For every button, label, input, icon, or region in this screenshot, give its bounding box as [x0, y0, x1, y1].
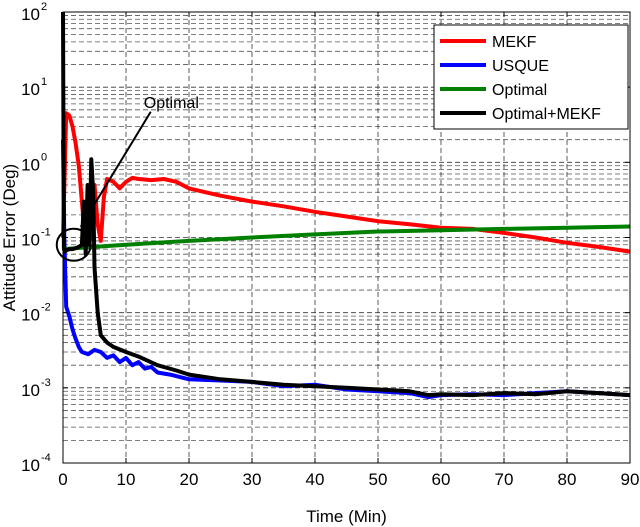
series-line-optimal	[62, 224, 631, 252]
y-tick-label: 10	[21, 5, 40, 24]
legend: MEKF USQUE Optimal Optimal+MEKF	[433, 24, 629, 130]
series-layer	[61, 11, 631, 400]
y-tick-exponent: -2	[41, 302, 51, 314]
annotation-arrow	[79, 111, 152, 228]
legend-label: Optimal+MEKF	[492, 106, 601, 123]
y-tick-exponent: -3	[41, 377, 51, 389]
y-tick-exponent: 2	[41, 1, 47, 13]
y-tick-label: 10	[21, 306, 40, 325]
x-tick-label: 50	[369, 470, 388, 489]
x-tick-label: 0	[58, 470, 67, 489]
x-axis-label: Time (Min)	[306, 507, 387, 526]
series-line-optimal-mekf	[61, 11, 631, 398]
y-tick-label: 10	[21, 456, 40, 475]
y-tick-exponent: -1	[41, 227, 51, 239]
y-tick-label: 10	[21, 381, 40, 400]
x-tick-label: 60	[432, 470, 451, 489]
annotation-layer: Optimal	[55, 95, 199, 262]
y-tick-exponent: -4	[41, 452, 51, 464]
x-tick-label: 90	[621, 470, 640, 489]
x-tick-label: 30	[243, 470, 262, 489]
legend-label: USQUE	[492, 58, 549, 75]
y-tick-label: 10	[21, 231, 40, 250]
y-tick-exponent: 1	[41, 76, 47, 88]
legend-label: Optimal	[492, 82, 547, 99]
x-tick-label: 80	[558, 470, 577, 489]
x-tick-label: 10	[117, 470, 136, 489]
annotation-ellipse	[55, 227, 92, 262]
y-tick-label: 10	[21, 80, 40, 99]
legend-label: MEKF	[492, 34, 537, 51]
y-tick-exponent: 0	[41, 151, 47, 163]
annotation-label: Optimal	[144, 95, 199, 112]
x-tick-label: 40	[306, 470, 325, 489]
x-tick-label: 70	[495, 470, 514, 489]
y-axis-label: Attitude Error (Deg)	[0, 164, 19, 311]
x-tick-label: 20	[180, 470, 199, 489]
y-tick-label: 10	[21, 155, 40, 174]
